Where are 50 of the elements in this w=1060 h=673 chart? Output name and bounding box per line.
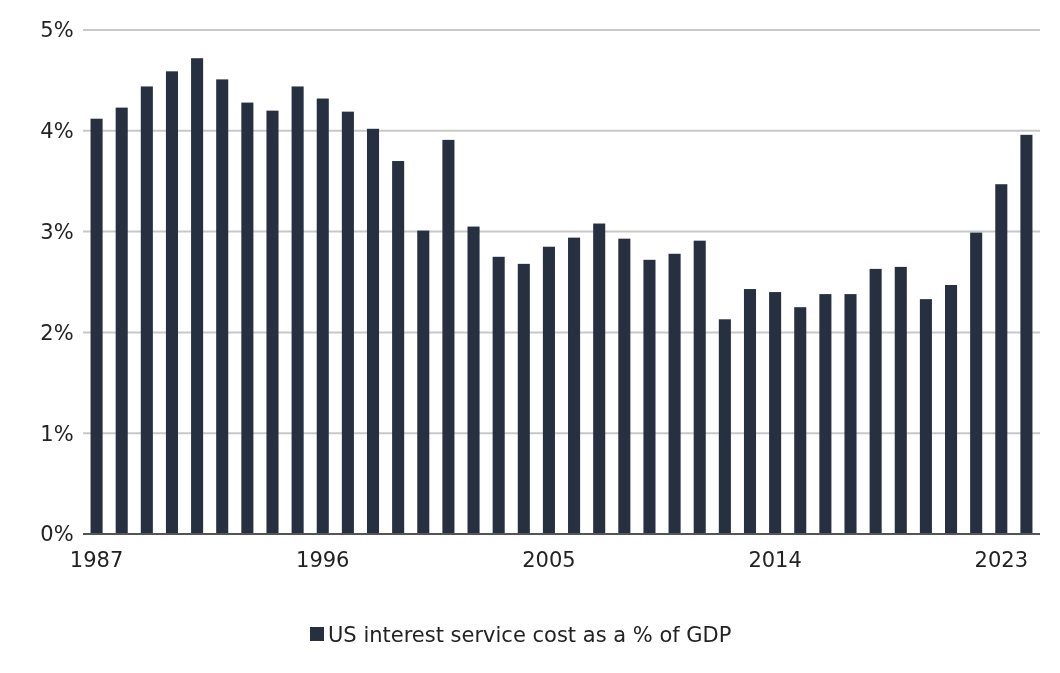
bar — [945, 285, 958, 534]
bar — [140, 86, 153, 534]
y-tick-label: 5% — [40, 18, 74, 43]
bar — [819, 294, 832, 534]
bar — [266, 110, 279, 534]
bar — [392, 161, 405, 534]
x-tick-label: 2023 — [974, 548, 1029, 572]
bar — [668, 253, 681, 534]
bar — [492, 256, 505, 534]
bar — [794, 307, 807, 534]
bar — [995, 184, 1008, 534]
bar — [894, 266, 907, 534]
bar — [970, 232, 983, 534]
bar — [191, 58, 204, 534]
bar — [216, 79, 229, 534]
bar — [593, 223, 606, 534]
bar — [517, 263, 530, 534]
bar — [90, 118, 103, 534]
bar — [467, 226, 480, 534]
y-tick-label: 1% — [40, 421, 74, 446]
bar — [743, 289, 757, 534]
y-tick-label: 0% — [40, 522, 74, 547]
bar — [643, 259, 656, 534]
x-tick-label: 2005 — [522, 548, 576, 572]
bar — [844, 294, 857, 534]
bar — [115, 107, 128, 534]
bar — [693, 240, 706, 534]
y-tick-label: 2% — [40, 320, 74, 345]
bar — [1020, 134, 1033, 534]
bar — [869, 268, 882, 534]
bar — [442, 139, 455, 534]
bar — [241, 102, 254, 534]
bar — [919, 299, 932, 534]
bar — [769, 292, 782, 534]
x-tick-label: 2014 — [748, 548, 802, 572]
bar — [718, 319, 731, 534]
bar — [568, 237, 581, 534]
bar — [366, 128, 380, 534]
bar — [542, 246, 555, 534]
bar — [618, 238, 631, 534]
x-tick-label: 1987 — [69, 548, 124, 572]
bar — [341, 111, 354, 534]
y-tick-label: 3% — [40, 219, 74, 244]
bar — [316, 98, 329, 534]
y-tick-label: 4% — [40, 119, 74, 144]
x-tick-label: 1996 — [296, 548, 350, 572]
bar — [291, 86, 304, 534]
bar — [165, 71, 178, 534]
legend-label: US interest service cost as a % of GDP — [328, 623, 732, 648]
bar — [417, 230, 430, 534]
